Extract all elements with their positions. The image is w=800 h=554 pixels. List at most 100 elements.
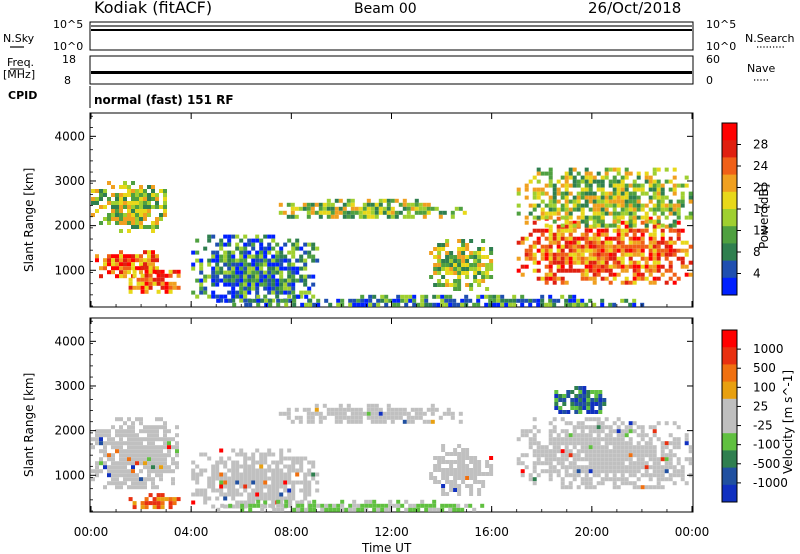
range-cell (604, 268, 609, 273)
range-cell (318, 202, 323, 207)
range-cell (532, 228, 537, 233)
range-cell (684, 272, 689, 277)
range-cell (276, 503, 281, 508)
range-cell (440, 302, 445, 307)
range-cell (652, 433, 657, 438)
range-cell (172, 497, 177, 502)
range-cell (318, 419, 323, 424)
range-cell (172, 501, 177, 506)
range-cell (604, 223, 609, 228)
range-cell (195, 472, 200, 477)
range-cell (602, 398, 607, 402)
range-cell (580, 268, 585, 273)
range-cell (243, 456, 248, 461)
range-cell (147, 473, 151, 478)
range-cell (219, 246, 224, 251)
range-cell (684, 441, 689, 446)
range-cell (580, 437, 585, 442)
range-cell (648, 187, 653, 192)
range-cell (560, 215, 565, 220)
range-cell (560, 457, 565, 462)
range-cell (314, 407, 319, 412)
range-cell (457, 263, 462, 267)
range-cell (384, 503, 389, 508)
range-cell (442, 411, 447, 416)
range-cell (299, 266, 304, 271)
range-cell (608, 248, 613, 253)
range-cell (640, 228, 645, 233)
range-cell (267, 290, 272, 295)
range-cell (123, 254, 127, 259)
range-cell (616, 485, 621, 490)
range-cell (433, 480, 438, 484)
range-cell (396, 294, 401, 299)
range-cell (516, 298, 521, 303)
range-cell (119, 485, 123, 490)
range-cell (235, 290, 240, 295)
range-cell (207, 258, 212, 263)
range-cell (552, 465, 557, 470)
range-cell (652, 280, 657, 285)
range-cell (310, 411, 315, 416)
range-cell (560, 191, 565, 196)
range-cell (481, 255, 486, 259)
range-cell (616, 199, 621, 204)
range-cell (568, 215, 573, 220)
range-cell (596, 272, 601, 277)
range-cell (608, 256, 613, 261)
range-cell (111, 473, 115, 478)
range-cell (267, 488, 272, 493)
range-cell (620, 240, 625, 245)
range-cell (481, 279, 486, 283)
range-cell (251, 500, 256, 505)
range-cell (244, 503, 249, 508)
range-cell (103, 461, 107, 466)
range-cell (457, 255, 462, 259)
range-cell (532, 175, 537, 180)
y-tick-label: 1000 (54, 468, 85, 482)
range-cell (628, 465, 633, 470)
range-cell (147, 429, 151, 434)
range-cell (306, 202, 311, 207)
range-cell (616, 211, 621, 216)
range-cell (560, 244, 565, 249)
range-cell (572, 252, 577, 257)
range-cell (235, 246, 240, 251)
range-cell (676, 228, 681, 233)
range-cell (496, 298, 501, 303)
range-cell (568, 481, 573, 486)
range-cell (239, 250, 244, 255)
range-cell (231, 298, 236, 303)
range-cell (135, 433, 139, 438)
range-cell (287, 294, 292, 299)
range-cell (552, 203, 557, 208)
range-cell (291, 484, 296, 489)
range-cell (604, 175, 609, 180)
range-cell (131, 181, 135, 185)
range-cell (279, 254, 284, 259)
range-cell (228, 503, 233, 508)
range-cell (227, 266, 232, 271)
range-cell (616, 215, 621, 220)
range-cell (295, 472, 300, 477)
range-cell (346, 403, 351, 408)
range-cell (588, 187, 593, 192)
range-cell (461, 460, 466, 464)
range-cell (296, 507, 301, 512)
range-cell (199, 258, 204, 263)
range-cell (287, 456, 292, 461)
range-cell (656, 437, 661, 442)
range-cell (99, 433, 103, 438)
range-cell (151, 221, 155, 225)
range-cell (492, 294, 497, 299)
range-cell (608, 461, 613, 466)
range-cell (144, 277, 149, 282)
range-cell (620, 453, 625, 458)
range-cell (588, 264, 593, 269)
range-cell (374, 419, 379, 424)
range-cell (684, 240, 689, 245)
range-cell (267, 452, 272, 457)
range-cell (600, 421, 605, 426)
range-cell (496, 302, 501, 307)
range-cell (608, 302, 613, 307)
